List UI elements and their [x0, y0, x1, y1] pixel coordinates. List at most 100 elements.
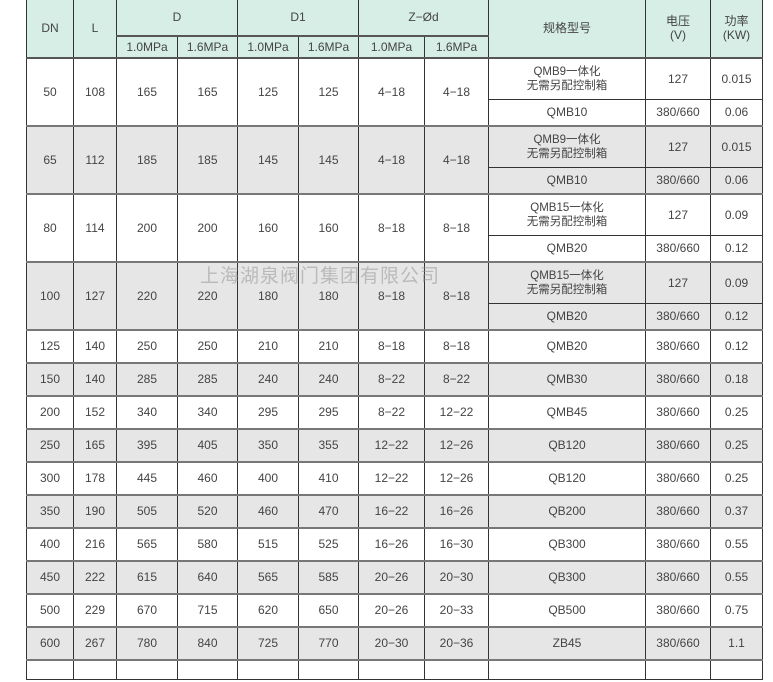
table-cell: 0.09	[710, 193, 763, 236]
table-cell: 640	[177, 560, 238, 594]
table-cell	[73, 659, 117, 680]
table-row: 65 112 185 185 145 145 4−18 4−18 QMB9一体化 无需另配控制箱…	[26, 125, 763, 194]
header-pressure: 1.6MPa	[298, 35, 359, 59]
table-cell: 267	[73, 626, 117, 660]
table-cell	[237, 659, 299, 680]
table-cell: 380/660	[645, 167, 711, 194]
table-row: 350 190 505 520 460 470 16−22 16−26 QB200 380/660…	[26, 494, 763, 528]
table-cell	[358, 659, 425, 680]
table-cell: 400	[237, 461, 299, 495]
table-cell: 180	[298, 261, 359, 330]
table-cell: 8−18	[424, 193, 489, 262]
table-cell: 380/660	[645, 329, 711, 363]
table-cell: 0.09	[710, 261, 763, 304]
table-cell: 725	[237, 626, 299, 660]
header-pressure: 1.0MPa	[116, 35, 178, 59]
table-cell: 400	[26, 527, 74, 561]
table-cell: 565	[116, 527, 178, 561]
table-cell: 285	[177, 362, 238, 396]
table-cell: 0.75	[710, 593, 763, 627]
table-cell: 615	[116, 560, 178, 594]
table-cell: 250	[26, 428, 74, 462]
table-cell: 165	[116, 57, 178, 126]
table-cell: 12−26	[424, 428, 489, 462]
table-cell: 220	[116, 261, 178, 330]
table-cell: 380/660	[645, 428, 711, 462]
table-cell: 380/660	[645, 99, 711, 126]
header-model: 规格型号	[488, 0, 646, 59]
table-cell: 770	[298, 626, 359, 660]
table-cell: 410	[298, 461, 359, 495]
table-cell: 405	[177, 428, 238, 462]
table-cell	[26, 659, 74, 680]
table-cell: 12−26	[424, 461, 489, 495]
table-cell: 0.06	[710, 167, 763, 194]
table-cell: 4−18	[424, 125, 489, 194]
table-cell: 355	[298, 428, 359, 462]
table-cell: 0.015	[710, 57, 763, 100]
table-cell: 125	[237, 57, 299, 126]
table-cell: 240	[237, 362, 299, 396]
table-cell: QB300	[488, 560, 646, 594]
table-cell: 127	[645, 193, 711, 236]
table-cell: 380/660	[645, 461, 711, 495]
table-cell: 520	[177, 494, 238, 528]
table-cell: QMB15一体化 无需另配控制箱	[488, 193, 646, 236]
table-cell: QB500	[488, 593, 646, 627]
table-cell: 20−36	[424, 626, 489, 660]
table-cell: 0.25	[710, 395, 763, 429]
table-cell: QB200	[488, 494, 646, 528]
table-cell: 20−33	[424, 593, 489, 627]
table-cell	[645, 659, 711, 680]
table-cell: QMB10	[488, 167, 646, 194]
table-cell: 50	[26, 57, 74, 126]
table-cell: 8−18	[424, 329, 489, 363]
table-cell: QMB20	[488, 303, 646, 330]
table-row	[26, 659, 763, 680]
table-subrow: QMB10 380/660 0.06	[26, 99, 763, 126]
table-cell: 8−18	[358, 193, 425, 262]
table-cell: 515	[237, 527, 299, 561]
table-cell: 65	[26, 125, 74, 194]
table-cell: QMB20	[488, 329, 646, 363]
table-cell: 0.015	[710, 125, 763, 168]
table-cell: 0.25	[710, 461, 763, 495]
table-cell: QMB9一体化 无需另配控制箱	[488, 57, 646, 100]
table-cell: QMB20	[488, 235, 646, 262]
table-row: 600 267 780 840 725 770 20−30 20−36 ZB45 380/660 1…	[26, 626, 763, 660]
header-dn: DN	[26, 0, 74, 59]
table-cell	[488, 659, 646, 680]
table-cell: QB300	[488, 527, 646, 561]
table-cell: 445	[116, 461, 178, 495]
table-row: 50 108 165 165 125 125 4−18 4−18 QMB9一体化 无需另配控制箱…	[26, 57, 763, 126]
table-cell: QMB15一体化 无需另配控制箱	[488, 261, 646, 304]
header-pressure: 1.0MPa	[358, 35, 425, 59]
table-cell: 600	[26, 626, 74, 660]
table-cell: 380/660	[645, 626, 711, 660]
table-cell: 20−26	[358, 593, 425, 627]
table-cell: 108	[73, 57, 117, 126]
table-cell: 125	[298, 57, 359, 126]
table-cell: 380/660	[645, 303, 711, 330]
table-cell: 395	[116, 428, 178, 462]
table-cell: 12−22	[358, 428, 425, 462]
table-row: 400 216 565 580 515 525 16−26 16−30 QB300 380/660…	[26, 527, 763, 561]
table-cell: 240	[298, 362, 359, 396]
table-cell: QMB9一体化 无需另配控制箱	[488, 125, 646, 168]
table-cell: 250	[177, 329, 238, 363]
table-cell: 620	[237, 593, 299, 627]
table-cell: 295	[237, 395, 299, 429]
table-cell: 350	[26, 494, 74, 528]
table-cell: 505	[116, 494, 178, 528]
table-cell: QMB10	[488, 99, 646, 126]
table-cell: 100	[26, 261, 74, 330]
table-cell: 8−18	[358, 329, 425, 363]
table-cell: 185	[177, 125, 238, 194]
table-cell: 178	[73, 461, 117, 495]
table-cell: 160	[298, 193, 359, 262]
table-cell: 210	[298, 329, 359, 363]
table-cell: 125	[26, 329, 74, 363]
table-row: 80 114 200 200 160 160 8−18 8−18 QMB15一体化 无需另配控制…	[26, 193, 763, 262]
table-cell: 380/660	[645, 527, 711, 561]
table-row: 500 229 670 715 620 650 20−26 20−33 QB500 380/660…	[26, 593, 763, 627]
